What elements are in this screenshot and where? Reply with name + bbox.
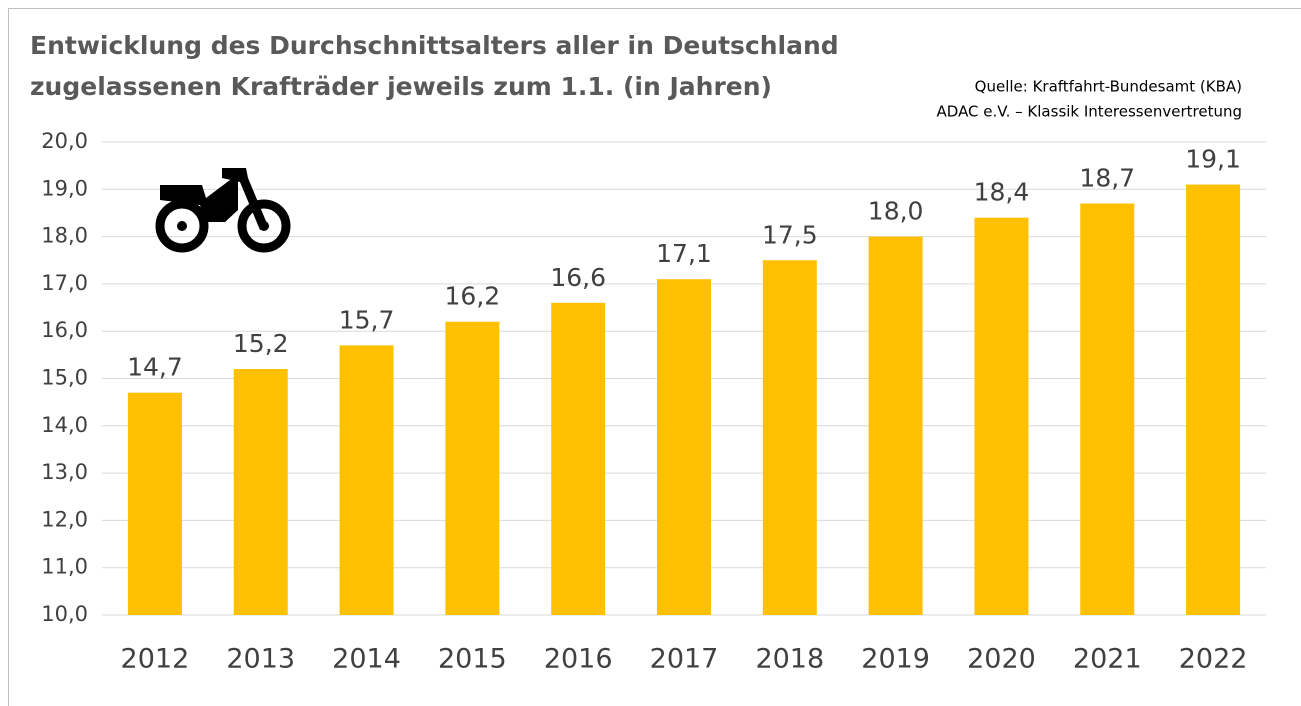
value-label: 18,7	[1079, 163, 1135, 192]
y-tick-label: 16,0	[41, 318, 88, 342]
source: Quelle: Kraftfahrt-Bundesamt (KBA)	[975, 78, 1242, 96]
x-tick-label: 2021	[1073, 644, 1142, 675]
x-tick-label: 2018	[755, 644, 824, 675]
y-tick-label: 17,0	[41, 271, 88, 295]
value-label: 18,4	[974, 178, 1030, 207]
x-tick-label: 2019	[861, 644, 930, 675]
bar	[1080, 203, 1135, 616]
y-tick-label: 12,0	[41, 507, 88, 531]
bar	[233, 369, 288, 615]
y-tick-label: 14,0	[41, 413, 88, 437]
x-tick-label: 2020	[967, 644, 1036, 675]
bar	[127, 392, 182, 615]
bar	[339, 345, 394, 615]
value-label: 17,1	[656, 239, 712, 268]
x-tick-label: 2017	[650, 644, 719, 675]
chart-title: Entwicklung des Durchschnittsalters alle…	[30, 31, 839, 60]
value-label: 15,7	[339, 305, 395, 334]
y-tick-label: 19,0	[41, 176, 88, 200]
y-tick-label: 11,0	[41, 555, 88, 579]
bar	[868, 236, 923, 615]
bar	[762, 260, 817, 615]
value-label: 14,7	[127, 353, 183, 382]
y-tick-label: 13,0	[41, 460, 88, 484]
y-tick-label: 18,0	[41, 224, 88, 248]
bar	[445, 321, 500, 615]
motorcycle-icon	[155, 168, 291, 253]
value-label: 16,2	[445, 282, 501, 311]
bar	[974, 217, 1029, 615]
bar	[657, 279, 711, 615]
value-label: 18,0	[868, 197, 924, 226]
bar	[1186, 184, 1241, 615]
value-label: 19,1	[1185, 145, 1241, 174]
x-tick-label: 2016	[544, 644, 613, 675]
x-tick-label: 2013	[226, 644, 295, 675]
chart-title: zugelassenen Krafträder jeweils zum 1.1.…	[30, 72, 772, 101]
y-tick-label: 20,0	[41, 129, 88, 153]
frame	[8, 8, 1301, 706]
value-label: 16,6	[550, 263, 606, 292]
y-tick-label: 15,0	[41, 366, 88, 390]
x-tick-label: 2022	[1179, 644, 1248, 675]
y-tick-label: 10,0	[41, 602, 88, 626]
value-label: 17,5	[762, 220, 818, 249]
x-tick-label: 2014	[332, 644, 401, 675]
x-tick-label: 2012	[121, 644, 190, 675]
bar	[551, 302, 606, 615]
x-tick-label: 2015	[438, 644, 507, 675]
source: ADAC e.V. – Klassik Interessenvertretung	[937, 103, 1242, 121]
value-label: 15,2	[233, 329, 289, 358]
